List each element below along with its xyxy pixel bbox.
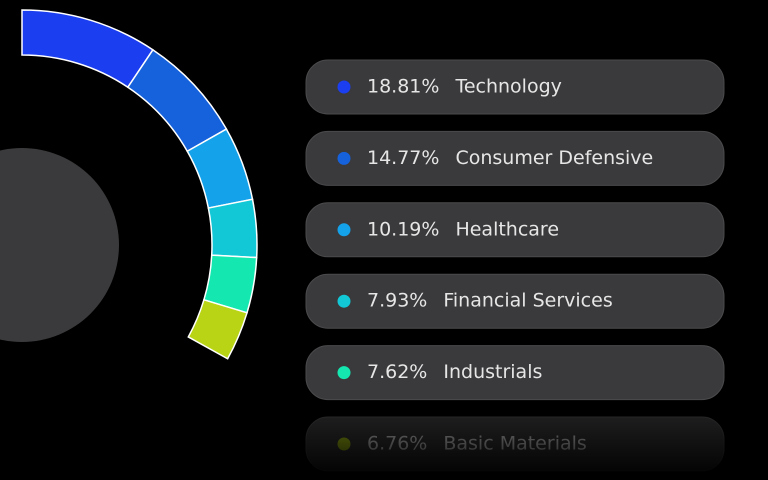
legend-label: Financial Services bbox=[443, 290, 612, 312]
legend-pill bbox=[305, 273, 725, 329]
legend-pill bbox=[305, 59, 725, 115]
legend-label: Industrials bbox=[443, 361, 542, 383]
legend-item[interactable]: 18.81% Technology bbox=[305, 59, 725, 115]
legend-percent: 18.81% bbox=[367, 76, 439, 98]
legend-pill bbox=[305, 416, 725, 472]
legend-label: Consumer Defensive bbox=[455, 147, 653, 169]
legend-item[interactable]: 14.77% Consumer Defensive bbox=[305, 130, 725, 186]
legend-item[interactable]: 6.76% Basic Materials bbox=[305, 416, 725, 472]
legend-percent: 14.77% bbox=[367, 147, 439, 169]
legend: 18.81% Technology 14.77% Consumer Defensive… bbox=[305, 59, 725, 472]
legend-label: Healthcare bbox=[455, 218, 559, 240]
legend-dot bbox=[337, 366, 351, 380]
legend-item[interactable]: 10.19% Healthcare bbox=[305, 202, 725, 258]
legend-dot bbox=[337, 437, 351, 451]
legend-pill bbox=[305, 202, 725, 258]
donut-center bbox=[0, 148, 119, 342]
legend-item[interactable]: 7.93% Financial Services bbox=[305, 273, 725, 329]
legend-pill bbox=[305, 345, 725, 401]
legend-percent: 7.93% bbox=[367, 290, 427, 312]
legend-dot bbox=[337, 294, 351, 308]
legend-label: Basic Materials bbox=[443, 433, 586, 455]
legend-percent: 6.76% bbox=[367, 433, 427, 455]
legend-label: Technology bbox=[454, 76, 561, 98]
legend-dot bbox=[337, 151, 351, 165]
legend-percent: 7.62% bbox=[367, 361, 427, 383]
donut-ring bbox=[21, 9, 258, 360]
donut-segment bbox=[187, 298, 248, 360]
donut-segment bbox=[207, 198, 258, 259]
legend-pill bbox=[305, 130, 725, 186]
legend-item[interactable]: 7.62% Industrials bbox=[305, 345, 725, 401]
legend-dot bbox=[337, 80, 351, 94]
legend-percent: 10.19% bbox=[367, 218, 439, 240]
legend-dot bbox=[337, 223, 351, 237]
